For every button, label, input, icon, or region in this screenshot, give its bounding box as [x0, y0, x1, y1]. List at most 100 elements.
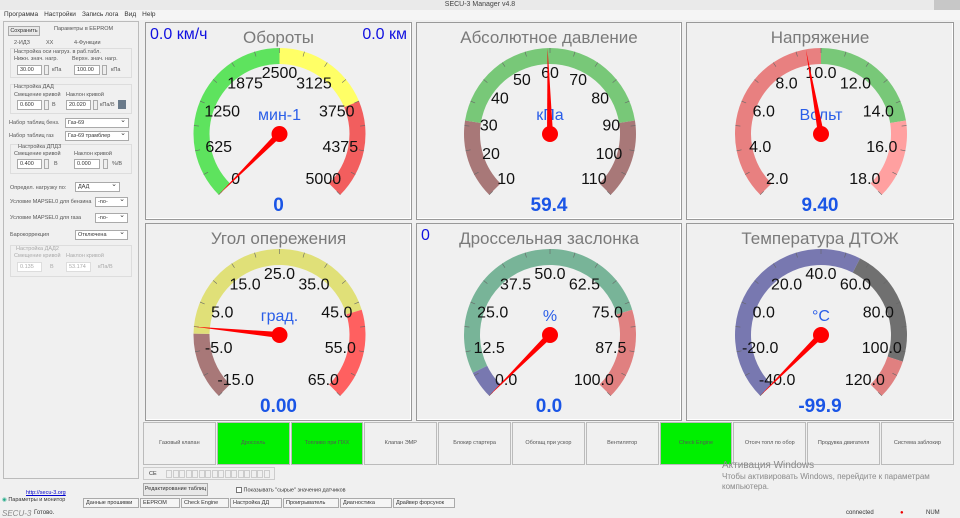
checkbox-box[interactable] — [236, 487, 242, 493]
gauge-tick — [795, 252, 798, 258]
gauge-tick — [883, 79, 888, 83]
gauge-tick — [795, 51, 798, 57]
tab-6[interactable]: Драйвер форсунок — [393, 498, 455, 508]
map-group — [10, 84, 132, 114]
ce-error-cell — [205, 470, 211, 478]
gauge-tick — [759, 191, 764, 196]
gauge-tick-label: 1250 — [204, 103, 240, 120]
gauge-tick — [195, 350, 201, 353]
gauge-tick — [341, 79, 347, 83]
gauge-title: Обороты — [243, 28, 314, 47]
tab-idle[interactable]: ХХ — [46, 40, 54, 46]
petrol-set-select[interactable]: Газ-69 — [65, 117, 129, 128]
gauge-tick-label: 2.0 — [766, 171, 788, 188]
gauge-tick — [254, 252, 257, 258]
tab-5[interactable]: Диагностика — [340, 498, 392, 508]
gauge-tick — [892, 171, 897, 175]
gauge-tick — [483, 280, 488, 284]
spin-button[interactable] — [93, 100, 98, 110]
save-button[interactable]: Сохранить — [8, 26, 40, 36]
tps-offset-input[interactable]: 0.400 — [17, 159, 42, 169]
gauge-tick — [324, 263, 328, 268]
gauge-tick — [501, 62, 506, 67]
menu-help[interactable]: Help — [142, 11, 156, 18]
gauge-tick — [336, 191, 341, 196]
gauge-tick-label: 100 — [596, 146, 623, 163]
gauge-tick — [524, 252, 527, 258]
map-offset-input[interactable]: 0.600 — [17, 100, 42, 110]
status-text: Готово. — [34, 510, 55, 516]
gauge-tick-label: 6.0 — [753, 103, 775, 120]
tps-slope-input[interactable]: 0.000 — [74, 159, 100, 169]
unit: кПа/В — [98, 264, 113, 270]
indicator-lamp: Check Engine — [659, 422, 733, 465]
gauge-tick-label: 20 — [482, 146, 500, 163]
gauge-tick-label: 75.0 — [592, 304, 623, 321]
gauge-tick-label: 30 — [480, 117, 498, 134]
menu-settings[interactable]: Настройки — [44, 11, 76, 18]
gauge-hub — [813, 327, 829, 343]
raw-values-checkbox[interactable]: Показывать "сырые" значения датчиков — [236, 487, 346, 493]
load-by-select[interactable]: ДАД — [75, 181, 120, 192]
gas-set-select[interactable]: Газ-69 трамблер — [65, 130, 129, 141]
gauge-title: Абсолютное давление — [460, 28, 638, 47]
tab-functions[interactable]: 4-Функции — [74, 40, 101, 46]
gauge-tick — [212, 280, 218, 284]
unit: В — [50, 264, 54, 270]
tab-0[interactable]: Данные прошивки — [83, 498, 139, 508]
gauge-value: 59.4 — [530, 195, 568, 216]
gauge-unit: Вольт — [800, 107, 844, 124]
field-label: Смещение кривой — [14, 151, 61, 157]
load-max-input[interactable]: 100.00 — [74, 65, 100, 75]
gauge-tick-label: 90 — [602, 117, 620, 134]
gauge-tick — [488, 191, 493, 196]
gauge-tick — [844, 252, 847, 258]
website-link[interactable]: http://secu-3.org — [26, 490, 66, 496]
tab-ignition[interactable]: 2-ИДЗ — [14, 40, 30, 46]
baro-select[interactable]: Отключена — [75, 229, 128, 240]
gauge-tick-label: 1875 — [227, 75, 263, 92]
tab-4[interactable]: Проигрыватель — [283, 498, 339, 508]
gauge-tick-label: 4375 — [323, 139, 359, 156]
mapsel-gas-select[interactable]: -no- — [95, 212, 128, 223]
mapsel-petrol-select[interactable]: -no- — [95, 196, 128, 207]
spin-button[interactable] — [102, 65, 107, 75]
gauge-tick-label: 60.0 — [840, 276, 871, 293]
secu3-logo: SECU-3 — [2, 509, 32, 518]
calculator-icon[interactable] — [118, 100, 126, 109]
ce-error-cell — [172, 470, 179, 478]
field-label: Барокоррекция — [10, 232, 50, 238]
menu-view[interactable]: Вид — [124, 11, 137, 18]
gauge-value: 0.0 — [535, 396, 563, 417]
edit-tables-button[interactable]: Редактирование таблиц — [143, 483, 208, 496]
tab-2[interactable]: Check Engine — [181, 498, 229, 508]
tab-1[interactable]: EEPROM — [140, 498, 180, 508]
tab-3[interactable]: Настройка ДД — [230, 498, 282, 508]
map-slope-input[interactable]: 20.020 — [66, 100, 91, 110]
spin-button[interactable] — [103, 159, 108, 169]
spin-button[interactable] — [44, 159, 49, 169]
menu-log[interactable]: Запись лога — [81, 11, 119, 18]
gauge-tick-label: 8.0 — [775, 75, 797, 92]
gauge-tick — [474, 372, 479, 376]
gauge-panel: 0.0 12.5 25.0 37.5 50.0 62.5 75.0 87.5 100.0% Дро… — [416, 223, 682, 421]
load-min-input[interactable]: 30.00 — [17, 65, 42, 75]
gauge-band — [870, 356, 903, 396]
gauge-tick-label: 25.0 — [264, 266, 295, 283]
spin-button[interactable] — [44, 100, 49, 110]
tab-params-monitor[interactable]: ◉ Параметры и монитор — [2, 497, 65, 503]
group-title: Настройка ДПДЗ — [18, 144, 62, 150]
gauge-tick — [629, 350, 635, 353]
gauge-tick-label: 45.0 — [321, 304, 352, 321]
spin-button[interactable] — [44, 65, 49, 75]
gauge-tick — [621, 372, 626, 376]
close-button[interactable] — [934, 0, 960, 10]
menu-program[interactable]: Программа — [4, 11, 39, 18]
gauge-tick — [594, 263, 599, 268]
gauge-tick — [754, 280, 759, 284]
gauge-tick — [341, 280, 347, 284]
gauge-tick-label: 5.0 — [211, 304, 233, 321]
ce-error-cell — [179, 470, 185, 478]
ce-label: CE — [149, 471, 157, 477]
gauge-band — [852, 258, 907, 362]
